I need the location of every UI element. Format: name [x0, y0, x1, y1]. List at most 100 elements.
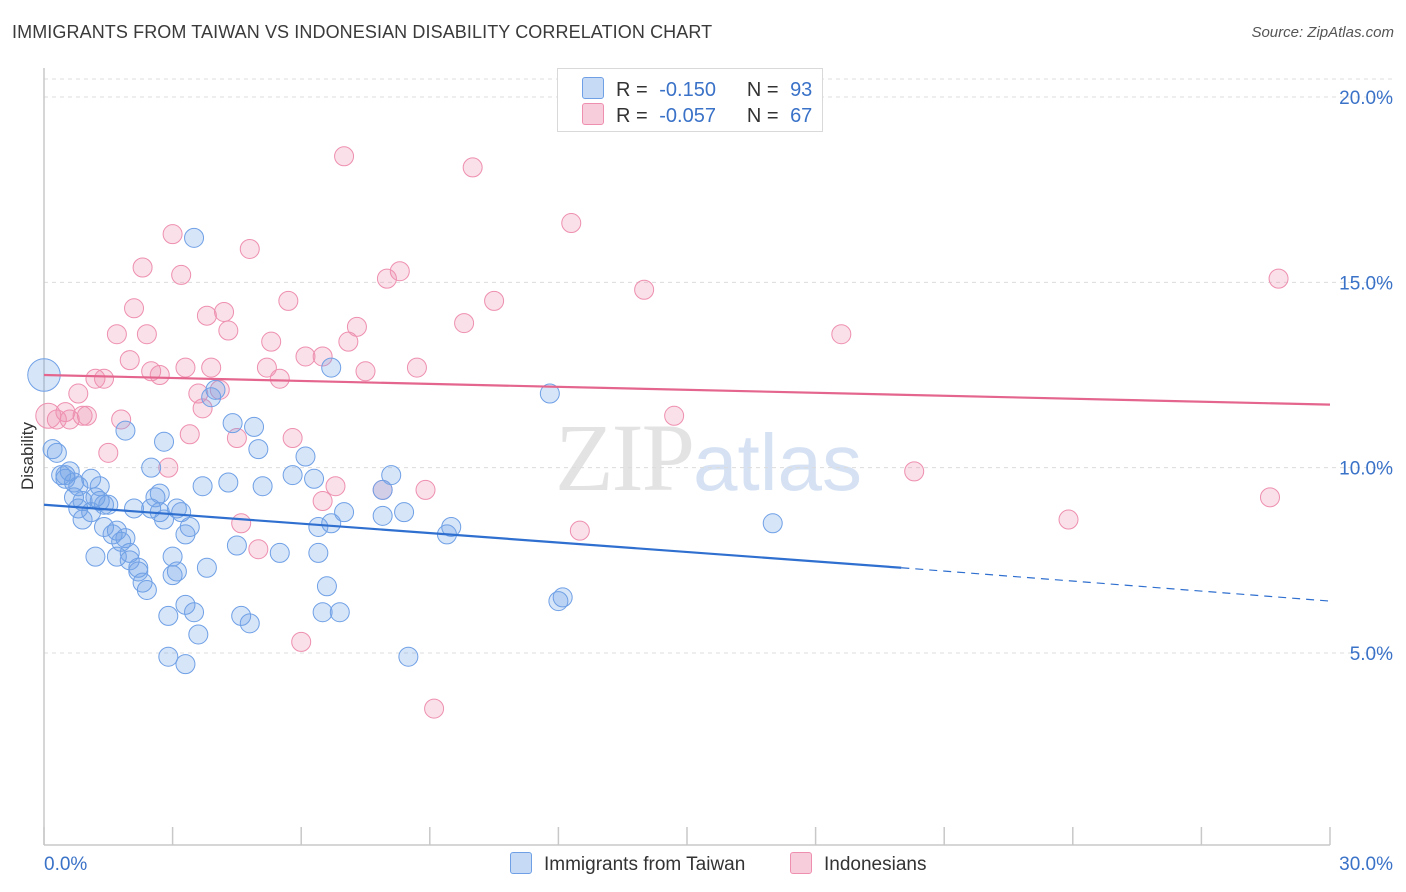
taiwan-point [128, 557, 149, 578]
indonesian-point [312, 346, 333, 367]
indonesian-point [484, 290, 505, 311]
legend-row-indonesians: R = -0.057 N = 67 [582, 103, 812, 127]
taiwan-point [141, 457, 162, 478]
indonesian-point [454, 313, 475, 334]
y-axis-label: Disability [18, 421, 37, 490]
legend-r-value: -0.057 [659, 105, 716, 127]
watermark-zip: ZIP [555, 404, 695, 511]
indonesian-point [175, 357, 196, 378]
watermark: ZIPatlas [555, 402, 862, 513]
indonesian-point [325, 476, 346, 497]
legend-r-label: R = [616, 79, 648, 101]
taiwan-point [304, 468, 325, 489]
indonesian-point [462, 157, 483, 178]
indonesian-point [179, 424, 200, 445]
taiwan-trend-extension [901, 567, 1331, 602]
taiwan-point [149, 483, 170, 504]
indonesian-point [136, 324, 157, 345]
x-tick-label: 30.0% [1339, 854, 1393, 875]
taiwan-point [205, 379, 226, 400]
indonesian-point [76, 405, 97, 426]
taiwan-point [94, 516, 115, 537]
indonesian-point [904, 461, 925, 482]
source-label: Source: ZipAtlas.com [1251, 24, 1394, 41]
taiwan-point [398, 646, 419, 667]
indonesian-point [171, 264, 192, 285]
y-tick-label: 10.0% [1339, 459, 1393, 480]
legend-swatch-indonesians [582, 103, 604, 125]
indonesian-point [85, 368, 106, 389]
indonesian-point [218, 320, 239, 341]
taiwan-point [184, 602, 205, 623]
chart-title: IMMIGRANTS FROM TAIWAN VS INDONESIAN DIS… [12, 22, 713, 42]
indonesian-point [424, 698, 445, 719]
indonesian-point [261, 331, 282, 352]
indonesian-point [231, 513, 252, 534]
taiwan-point [196, 557, 217, 578]
indonesian-point [59, 409, 80, 430]
indonesian-point [149, 365, 170, 385]
taiwan-point [119, 542, 140, 563]
indonesian-point [188, 383, 209, 404]
indonesian-point [338, 331, 359, 352]
taiwan-point [222, 413, 243, 434]
indonesian-trend-line [43, 373, 1331, 406]
indonesian-point [561, 213, 582, 234]
taiwan-point [184, 227, 205, 248]
taiwan-point [244, 416, 265, 437]
taiwan-point [381, 465, 402, 486]
indonesian-point [269, 368, 290, 389]
taiwan-point [316, 576, 337, 597]
indonesian-point [295, 346, 316, 367]
taiwan-point [158, 646, 179, 667]
indonesian-point [415, 479, 436, 500]
taiwan-point [321, 513, 342, 534]
legend-n-value: 93 [790, 79, 813, 101]
taiwan-point [295, 446, 316, 467]
taiwan-point [334, 502, 355, 523]
indonesian-point [226, 428, 247, 449]
taiwan-point [329, 602, 350, 623]
y-tick-label: 20.0% [1339, 88, 1393, 109]
taiwan-point [59, 461, 80, 482]
taiwan-point [308, 516, 329, 537]
indonesian-point [664, 405, 685, 426]
legend-row-taiwan: R = -0.150 N = 93 [582, 77, 812, 101]
indonesian-point [124, 298, 145, 319]
indonesian-point [106, 324, 127, 345]
taiwan-point [124, 498, 145, 519]
indonesian-point [111, 409, 132, 430]
taiwan-point [136, 579, 157, 600]
taiwan-trend-line [43, 503, 902, 569]
indonesian-point [94, 368, 115, 389]
taiwan-point [269, 542, 290, 563]
bottom-legend-swatch-taiwan [510, 852, 532, 874]
indonesian-point [132, 257, 153, 278]
taiwan-point [119, 550, 140, 571]
bottom-legend-swatch-indonesians [790, 852, 812, 874]
taiwan-point [46, 442, 67, 463]
taiwan-point [239, 613, 260, 634]
indonesian-point [192, 398, 213, 419]
indonesian-point [239, 238, 260, 259]
indonesian-point [346, 316, 367, 337]
taiwan-point [192, 476, 213, 497]
indonesian-point [158, 457, 179, 478]
indonesian-point [68, 383, 89, 404]
watermark-atlas: atlas [693, 418, 862, 507]
x-tick-label: 0.0% [44, 854, 87, 875]
bottom-legend-label: Indonesians [824, 854, 927, 875]
indonesian-point [98, 442, 119, 463]
taiwan-point [312, 602, 333, 623]
taiwan-point [175, 654, 196, 675]
indonesian-point [162, 224, 183, 245]
taiwan-point [162, 546, 183, 567]
taiwan-point [231, 605, 252, 626]
indonesian-point [209, 379, 230, 400]
taiwan-point [762, 513, 783, 534]
legend: R = -0.150 N = 93 R = -0.057 N = 67 [557, 68, 823, 132]
taiwan-point [158, 605, 179, 626]
indonesian-point [1259, 487, 1280, 508]
indonesian-point [278, 290, 299, 311]
